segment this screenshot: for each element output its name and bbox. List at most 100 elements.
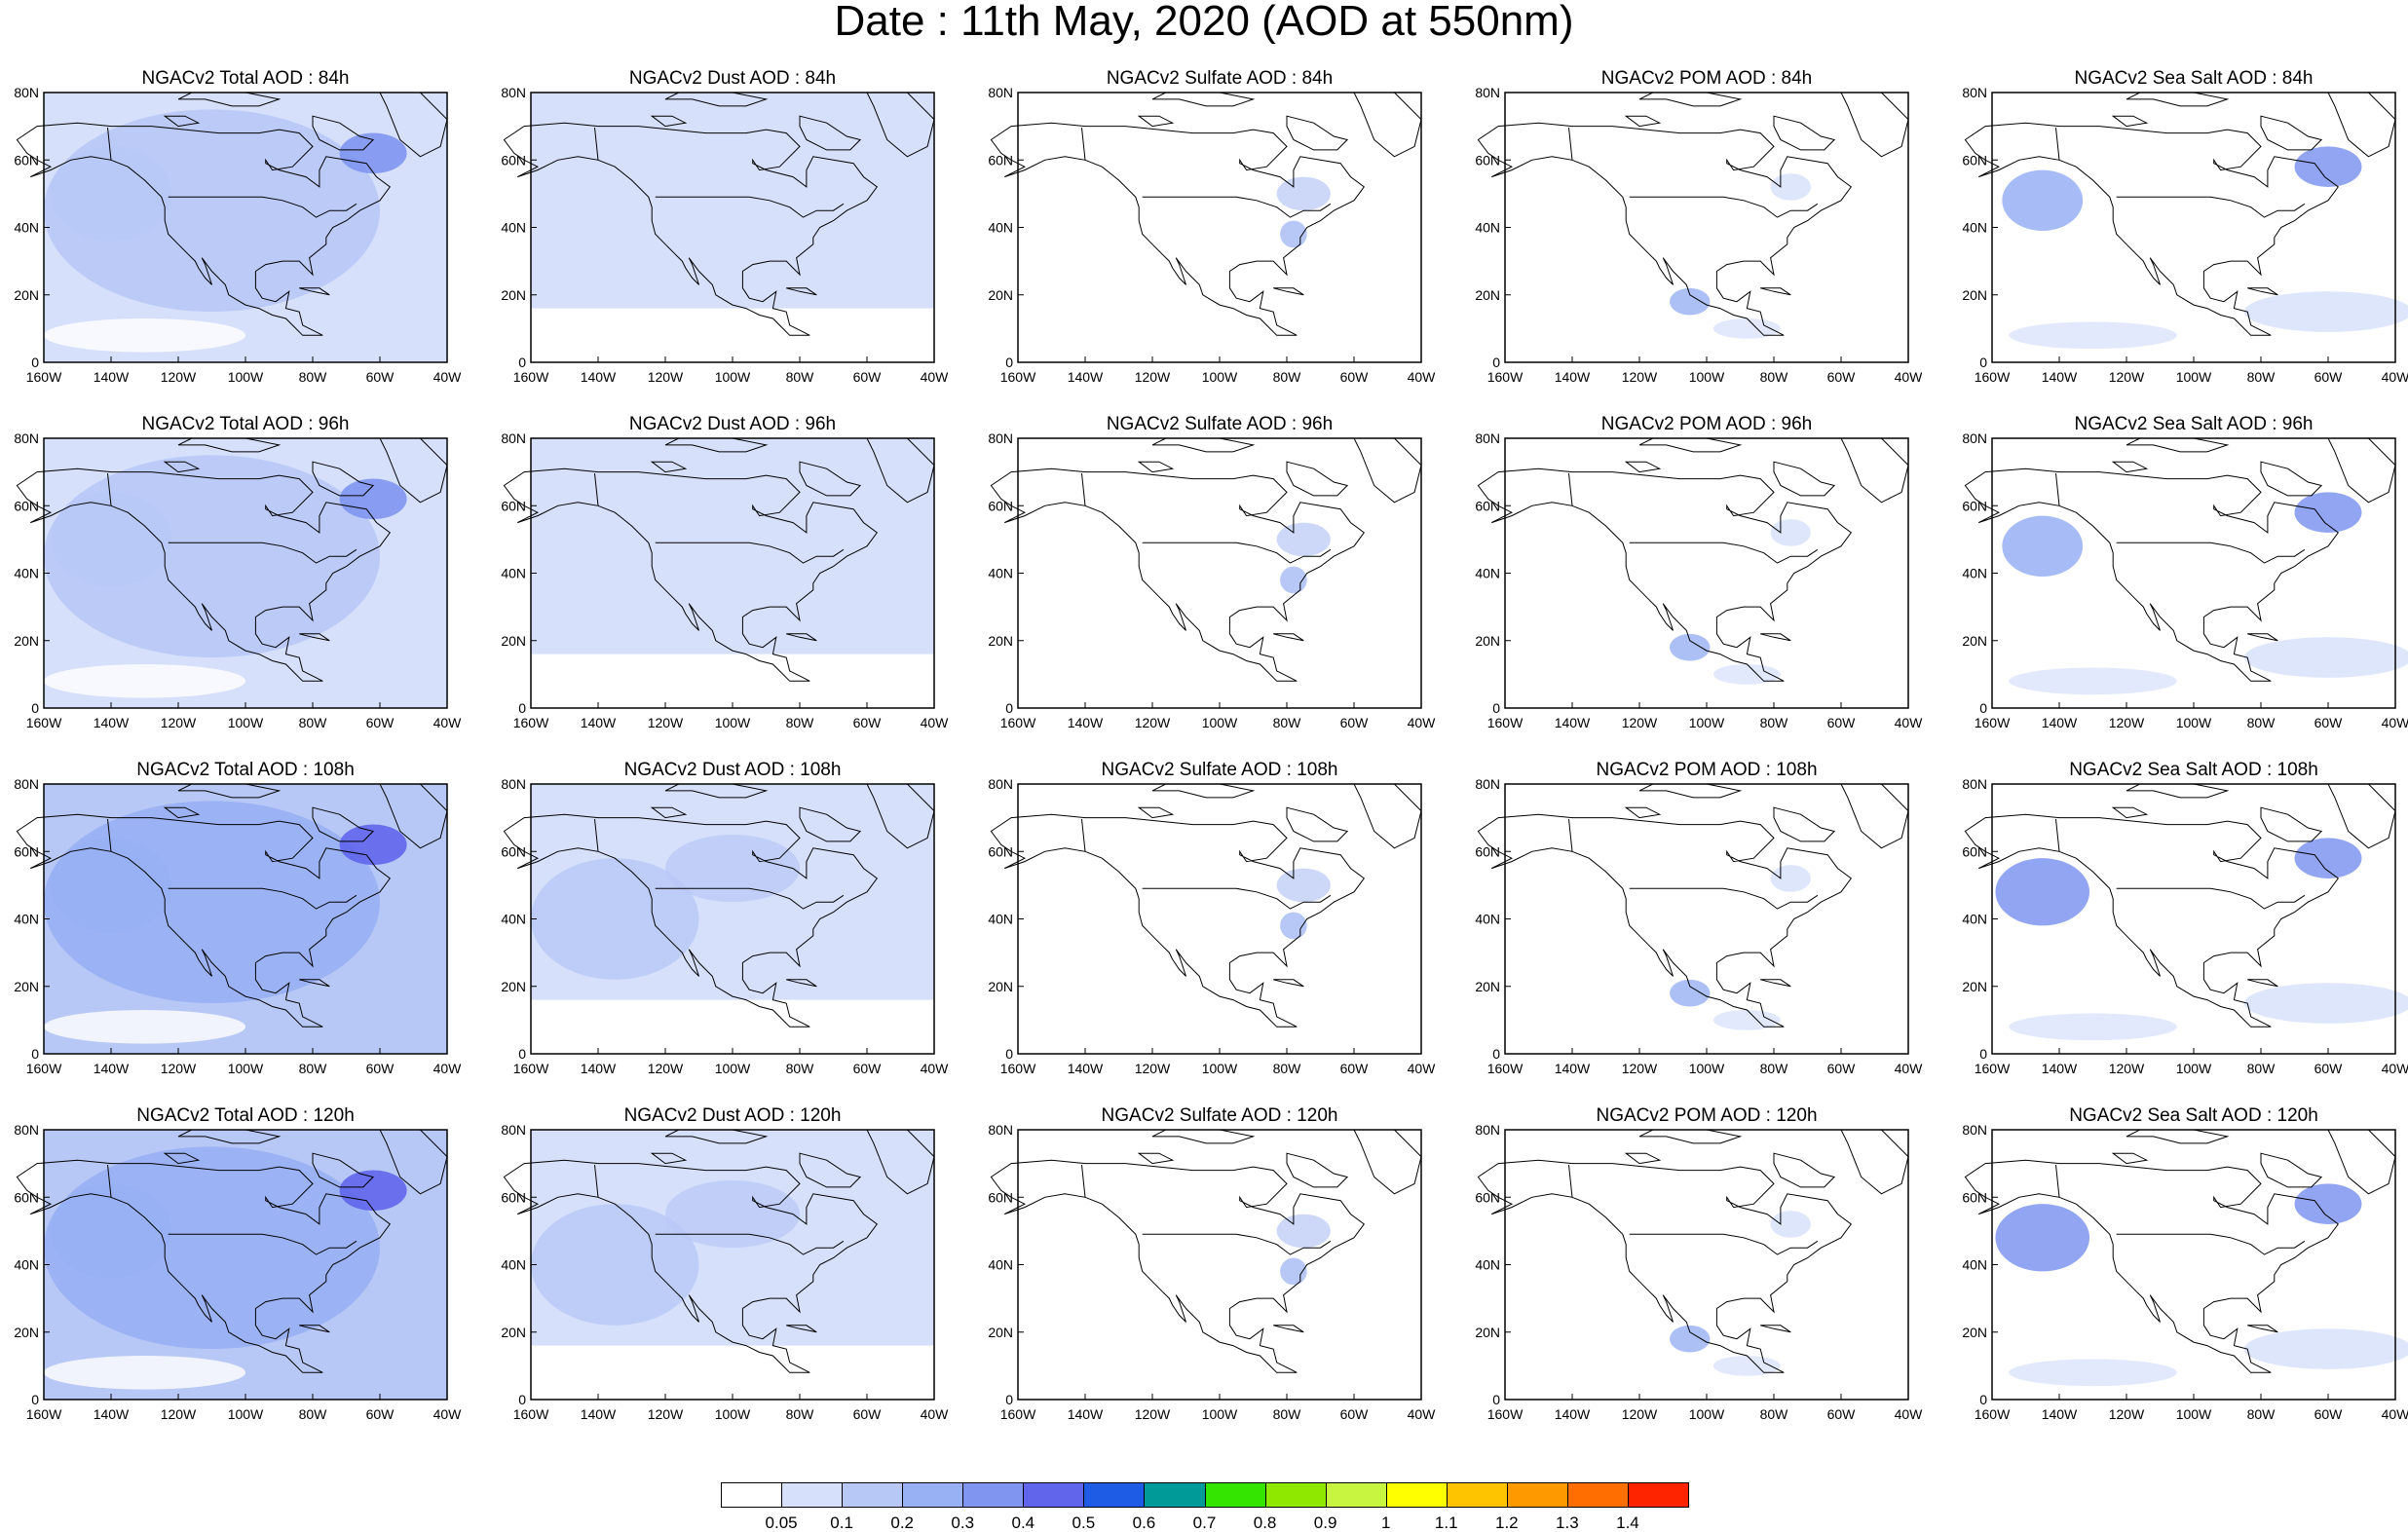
- lon-tick-label: 80W: [1273, 715, 1302, 730]
- lat-tick-label: 80N: [1962, 430, 1987, 446]
- colorbar-swatch: [1325, 1482, 1387, 1508]
- lon-tick-label: 40W: [1895, 369, 1924, 385]
- lon-tick-label: 140W: [94, 1406, 130, 1422]
- map-panel: NGACv2 Total AOD : 84h 0 20N 40N 60N 80N 160W 1…: [14, 68, 462, 390]
- map-panel: NGACv2 POM AOD : 84h 0 20N 40N 60N 80N 160W 140…: [1475, 69, 1923, 390]
- lat-tick-label: 40N: [14, 220, 39, 236]
- map-plot: 0 20N 40N 60N 80N 160W 140W 120W 100W 80W 60W 40W: [1962, 776, 2408, 1076]
- lon-tick-label: 60W: [366, 1406, 395, 1422]
- lon-tick-label: 40W: [1408, 715, 1437, 730]
- lon-tick-label: 160W: [513, 369, 549, 385]
- lon-tick-label: 40W: [1408, 1061, 1437, 1076]
- map-panel: NGACv2 Dust AOD : 108h 0 20N 40N 60N 80N 160W 1…: [501, 760, 949, 1081]
- lat-tick-label: 20N: [988, 633, 1013, 649]
- lat-tick-label: 20N: [501, 1325, 526, 1340]
- lon-tick-label: 160W: [1975, 1061, 2011, 1076]
- lon-tick-label: 160W: [1487, 715, 1524, 730]
- panel-title: NGACv2 Sulfate AOD : 84h: [1106, 68, 1334, 89]
- panel-title: NGACv2 Sulfate AOD : 96h: [1106, 414, 1334, 434]
- panel-title: NGACv2 Sea Salt AOD : 84h: [2074, 68, 2314, 89]
- colorbar-label: 0.05: [765, 1513, 798, 1532]
- lon-tick-label: 40W: [433, 715, 463, 730]
- lon-tick-label: 80W: [786, 1061, 815, 1076]
- lon-tick-label: 100W: [2176, 715, 2212, 730]
- map-plot: 0 20N 40N 60N 80N 160W 140W 120W 100W 80W 60W 40W: [1962, 85, 2408, 385]
- colorbar-label: 0.2: [890, 1513, 915, 1532]
- lon-tick-label: 120W: [648, 1061, 684, 1076]
- panel-title: NGACv2 Sea Salt AOD : 96h: [2074, 414, 2314, 434]
- lon-tick-label: 120W: [1622, 369, 1658, 385]
- lat-tick-label: 40N: [1475, 1257, 1500, 1273]
- lon-tick-label: 140W: [2042, 1406, 2078, 1422]
- map-panel: NGACv2 Sulfate AOD : 84h 0 20N 40N 60N 80N 160…: [988, 68, 1436, 390]
- lat-tick-label: 20N: [1475, 979, 1500, 994]
- lon-tick-label: 80W: [299, 715, 328, 730]
- lon-tick-label: 60W: [853, 1061, 883, 1076]
- lon-tick-label: 160W: [26, 1406, 62, 1422]
- map-plot: 0 20N 40N 60N 80N 160W 140W 120W 100W 80W 60W 40W: [14, 85, 462, 385]
- lon-tick-label: 100W: [228, 1406, 264, 1422]
- map-panel: NGACv2 Total AOD : 108h 0 20N 40N 60N 80N 160W…: [14, 761, 462, 1081]
- map-panel: NGACv2 POM AOD : 108h 0 20N 40N 60N 80N 160W 14…: [1475, 761, 1923, 1081]
- colorbar-swatch: [1023, 1482, 1085, 1508]
- lat-tick-label: 60N: [14, 843, 39, 859]
- lon-tick-label: 80W: [299, 1061, 328, 1076]
- lat-tick-label: 0: [1005, 700, 1013, 716]
- lat-tick-label: 60N: [988, 1189, 1013, 1205]
- lat-tick-label: 80N: [14, 85, 39, 100]
- colorbar-swatch: [1264, 1482, 1327, 1508]
- lon-tick-label: 120W: [2109, 715, 2145, 730]
- lon-tick-label: 80W: [1760, 715, 1789, 730]
- map-plot: 0 20N 40N 60N 80N 160W 140W 120W 100W 80W 60W 40W: [501, 1122, 949, 1422]
- colorbar-label: 1.4: [1616, 1513, 1639, 1532]
- lon-tick-label: 80W: [1760, 1406, 1789, 1422]
- lat-tick-label: 0: [518, 1046, 526, 1062]
- lon-tick-label: 60W: [853, 715, 883, 730]
- lon-tick-label: 60W: [366, 1061, 395, 1076]
- panel-title: NGACv2 Total AOD : 84h: [141, 68, 350, 89]
- lon-tick-label: 80W: [1760, 1061, 1789, 1076]
- lat-tick-label: 80N: [988, 776, 1013, 792]
- lon-tick-label: 160W: [1000, 1406, 1036, 1422]
- panel-title: NGACv2 Dust AOD : 96h: [628, 414, 837, 434]
- lon-tick-label: 140W: [1068, 1406, 1104, 1422]
- lon-tick-label: 60W: [2314, 1406, 2344, 1422]
- colorbar-label: 0.9: [1313, 1513, 1337, 1532]
- lat-tick-label: 80N: [988, 430, 1013, 446]
- lon-tick-label: 140W: [1068, 1061, 1104, 1076]
- map-plot: 0 20N 40N 60N 80N 160W 140W 120W 100W 80W 60W 40W: [14, 1122, 462, 1422]
- lon-tick-label: 120W: [1135, 1406, 1171, 1422]
- lat-tick-label: 20N: [14, 633, 39, 649]
- panel-title: NGACv2 Dust AOD : 108h: [623, 760, 842, 780]
- lon-tick-label: 160W: [513, 715, 549, 730]
- lat-tick-label: 20N: [501, 979, 526, 994]
- lon-tick-label: 40W: [2382, 715, 2408, 730]
- lon-tick-label: 40W: [2382, 369, 2408, 385]
- lat-tick-label: 0: [518, 1392, 526, 1407]
- panel-title: NGACv2 Total AOD : 120h: [136, 1105, 355, 1126]
- lat-tick-label: 80N: [1475, 430, 1500, 446]
- lat-tick-label: 0: [1979, 1046, 1987, 1062]
- map-panel: NGACv2 Sea Salt AOD : 84h 0 20N 40N 60N 80N 16…: [1962, 68, 2408, 390]
- map-panel: NGACv2 POM AOD : 120h 0 20N 40N 60N 80N 160W 14…: [1475, 1105, 1923, 1427]
- lon-tick-label: 140W: [581, 369, 617, 385]
- lon-tick-label: 120W: [648, 1406, 684, 1422]
- lat-tick-label: 20N: [14, 1325, 39, 1340]
- lon-tick-label: 60W: [1340, 369, 1370, 385]
- panel-title: NGACv2 POM AOD : 120h: [1596, 1105, 1818, 1126]
- lat-tick-label: 80N: [501, 776, 526, 792]
- lon-tick-label: 160W: [1487, 1061, 1524, 1076]
- lon-tick-label: 40W: [433, 1061, 463, 1076]
- lat-tick-label: 20N: [14, 287, 39, 303]
- lat-tick-label: 60N: [14, 498, 39, 513]
- lat-tick-label: 60N: [988, 843, 1013, 859]
- lat-tick-label: 60N: [1475, 498, 1500, 513]
- panel-title: NGACv2 Total AOD : 96h: [141, 414, 350, 434]
- lat-tick-label: 60N: [501, 152, 526, 168]
- map-plot: 0 20N 40N 60N 80N 160W 140W 120W 100W 80W 60W 40W: [988, 776, 1436, 1076]
- colorbar-swatch: [842, 1482, 904, 1508]
- lon-tick-label: 140W: [94, 715, 130, 730]
- map-plot: 0 20N 40N 60N 80N 160W 140W 120W 100W 80W 60W 40W: [988, 85, 1436, 385]
- lat-tick-label: 60N: [1475, 843, 1500, 859]
- lat-tick-label: 0: [1005, 1046, 1013, 1062]
